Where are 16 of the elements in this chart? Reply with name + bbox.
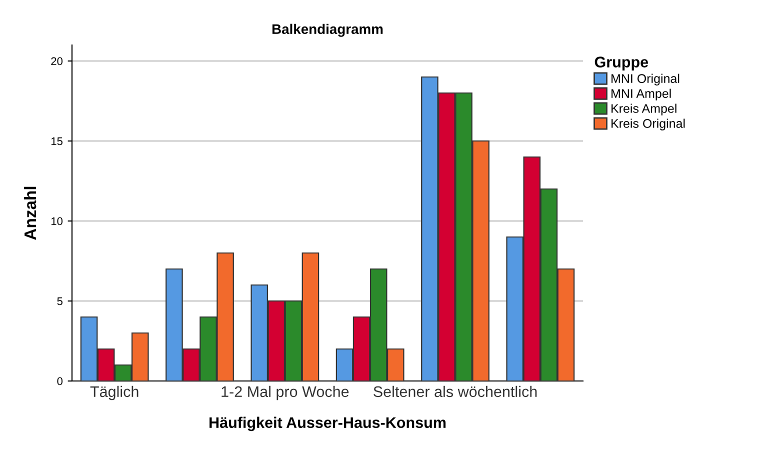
x-tick-label: Täglich	[90, 386, 138, 400]
x-tick-label: Seltener als wöchentlich	[374, 386, 537, 398]
legend-label: MNI Original	[612, 74, 680, 86]
y-tick-label: 10	[51, 217, 63, 226]
legend-label: Kreis Ampel	[612, 104, 676, 116]
y-tick-label: 0	[57, 377, 63, 386]
legend-title: Gruppe	[594, 56, 648, 70]
y-tick-label: 20	[51, 57, 63, 66]
legend-label: Kreis Original	[612, 118, 685, 130]
y-tick-label: 15	[51, 137, 63, 146]
y-tick-label: 5	[57, 297, 63, 306]
y-axis-title: Anzahl	[24, 186, 36, 240]
x-axis-title: Häufigkeit Ausser-Haus-Konsum	[210, 416, 446, 432]
x-tick-label: 1-2 Mal pro Woche	[222, 386, 349, 400]
legend-label: MNI Ampel	[612, 88, 671, 100]
chart-title: Balkendiagramm	[272, 24, 383, 37]
